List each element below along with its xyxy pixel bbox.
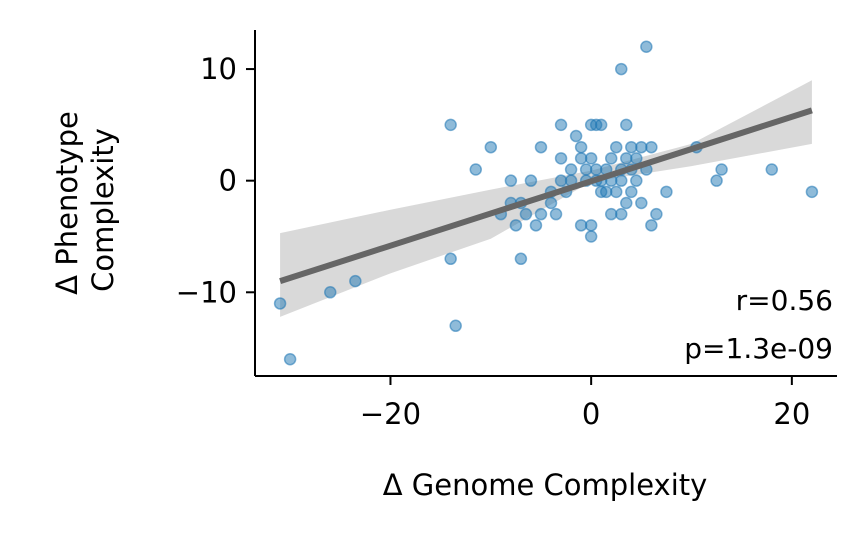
scatter-point bbox=[620, 196, 633, 210]
tick-labels: −20 0 20 −10 0 10 bbox=[176, 52, 811, 431]
scatter-point bbox=[604, 152, 618, 165]
scatter-point bbox=[554, 118, 568, 132]
scatter-point bbox=[584, 219, 598, 232]
scatter-point bbox=[645, 219, 658, 232]
scatter-point bbox=[615, 62, 628, 76]
y-tick-label: 10 bbox=[200, 52, 237, 86]
x-axis-label: Δ Genome Complexity bbox=[383, 468, 708, 502]
scatter-point bbox=[544, 196, 558, 210]
scatter-point bbox=[273, 297, 287, 310]
scatter-point bbox=[349, 274, 362, 288]
regression-line bbox=[279, 107, 813, 284]
scatter-point bbox=[449, 319, 462, 333]
scatter-point bbox=[529, 219, 543, 232]
scatter-point bbox=[584, 152, 598, 165]
y-axis-label-line-2: Complexity bbox=[86, 128, 120, 292]
scatter-point bbox=[444, 252, 457, 266]
y-tick-label: −10 bbox=[176, 275, 237, 309]
axes bbox=[246, 30, 837, 385]
scatter-point bbox=[630, 152, 643, 165]
y-tick-label: 0 bbox=[219, 164, 237, 198]
scatter-point bbox=[504, 174, 518, 187]
scatter-point bbox=[645, 140, 658, 154]
correlation-annotation: r=0.56 bbox=[736, 284, 833, 317]
x-tick-label: 20 bbox=[773, 397, 810, 431]
scatter-point bbox=[524, 174, 538, 187]
scatter-point bbox=[584, 230, 598, 243]
fit-line-layer bbox=[279, 107, 813, 284]
scatter-points-layer bbox=[273, 40, 819, 366]
scatter-point bbox=[650, 207, 663, 221]
scatter-point bbox=[640, 40, 653, 53]
scatter-point bbox=[635, 196, 648, 210]
scatter-point bbox=[630, 174, 643, 187]
scatter-point bbox=[324, 286, 337, 299]
scatter-point bbox=[715, 163, 728, 176]
scatter-point bbox=[444, 118, 457, 132]
scatter-point bbox=[484, 140, 498, 154]
scatter-point bbox=[620, 118, 633, 132]
scatter-point bbox=[469, 163, 483, 176]
scatter-point bbox=[283, 353, 297, 366]
p-value-annotation: p=1.3e-09 bbox=[684, 332, 833, 365]
scatter-point bbox=[594, 118, 608, 132]
scatter-point bbox=[534, 207, 548, 221]
x-tick-label: 0 bbox=[582, 397, 600, 431]
scatter-point bbox=[519, 207, 533, 221]
x-tick-label: −20 bbox=[360, 397, 421, 431]
scatter-point bbox=[609, 185, 623, 199]
scatter-point bbox=[710, 174, 723, 187]
scatter-point bbox=[534, 140, 548, 154]
scatter-point bbox=[564, 163, 578, 176]
scatter-point bbox=[609, 140, 623, 154]
y-axis-label-line-1: Δ Phenotype bbox=[50, 111, 84, 295]
scatter-point bbox=[554, 152, 568, 165]
scatter-point bbox=[514, 252, 528, 266]
scatter-point bbox=[615, 174, 628, 187]
scatter-point bbox=[625, 185, 638, 199]
scatter-point bbox=[805, 185, 819, 199]
scatter-point bbox=[549, 207, 563, 221]
scatter-point bbox=[509, 219, 523, 232]
scatter-point bbox=[765, 163, 779, 176]
scatter-point bbox=[574, 140, 588, 154]
scatter-point bbox=[615, 207, 628, 221]
scatter-point bbox=[660, 185, 673, 199]
scatter-point bbox=[569, 129, 583, 143]
